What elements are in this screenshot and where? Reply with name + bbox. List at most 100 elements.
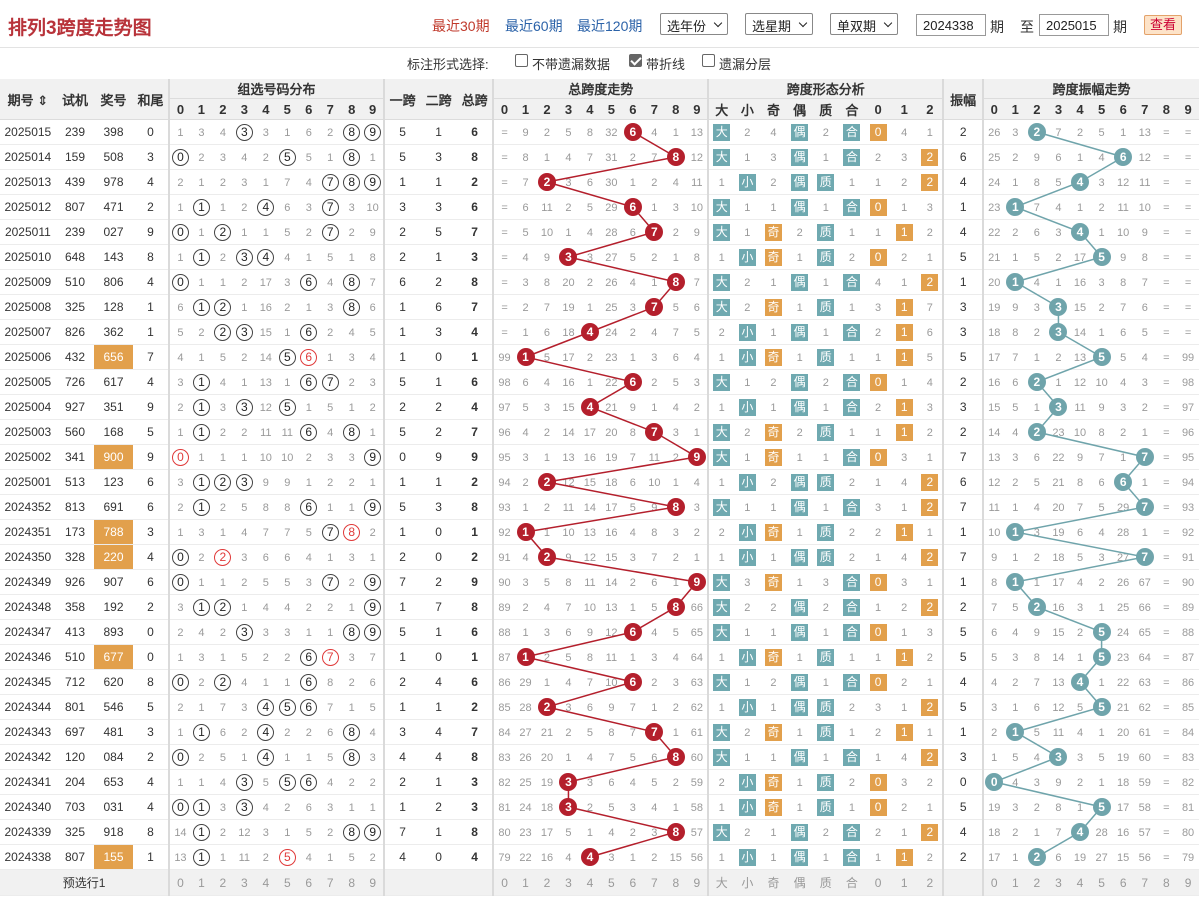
form-omit: 1 (718, 852, 725, 864)
form-cell: 小 (734, 844, 761, 870)
dist-cell: 9 (362, 619, 384, 645)
end-issue-input[interactable]: 2025015 (1039, 14, 1109, 36)
preselect-span[interactable]: 4 (579, 869, 601, 896)
preselect-span[interactable]: 9 (686, 869, 709, 896)
weekday-select[interactable]: 选星期 (745, 13, 813, 35)
swing-cell: 2 (1026, 844, 1048, 870)
span-omit: 11 (584, 577, 596, 589)
span-cell: 4 (622, 269, 644, 295)
form-header: 2 (917, 98, 944, 120)
swing-cell: 2 (1004, 144, 1027, 170)
preselect-form[interactable]: 小 (734, 869, 761, 896)
preselect-span[interactable]: 3 (557, 869, 580, 896)
preselect-span[interactable]: 2 (536, 869, 558, 896)
preselect-swing[interactable]: 9 (1177, 869, 1199, 896)
recent-60-link[interactable]: 最近60期 (505, 18, 563, 34)
swing-cell: 9 (1026, 619, 1048, 645)
preselect-dist[interactable]: 5 (276, 869, 299, 896)
preselect-span[interactable]: 5 (600, 869, 623, 896)
preselect-span[interactable]: 0 (492, 869, 515, 896)
preselect-dist[interactable]: 7 (319, 869, 341, 896)
preselect-dist[interactable]: 2 (212, 869, 234, 896)
preselect-form[interactable]: 大 (707, 869, 735, 896)
dist-cell: 11 (276, 419, 299, 445)
preselect-swing[interactable]: 5 (1090, 869, 1113, 896)
preselect-dist[interactable]: 6 (298, 869, 320, 896)
preselect-form[interactable]: 质 (812, 869, 839, 896)
dist-cell: 5 (255, 769, 277, 795)
preselect-swing[interactable]: 1 (1004, 869, 1027, 896)
preselect-dist[interactable]: 3 (233, 869, 256, 896)
form-cell: 1 (786, 444, 813, 470)
form-omit: 2 (901, 252, 908, 264)
swing-omit: 2 (1076, 627, 1084, 639)
no-omission-checkbox[interactable] (515, 54, 528, 67)
start-issue-input[interactable]: 2024338 (916, 14, 986, 36)
preselect-swing[interactable]: 3 (1047, 869, 1070, 896)
form-mark: 偶 (791, 198, 809, 216)
preselect-swing[interactable]: 7 (1133, 869, 1156, 896)
preselect-form[interactable]: 合 (838, 869, 865, 896)
col-issue[interactable]: 期号 ⇕ (0, 79, 56, 120)
polyline-checkbox[interactable] (629, 54, 642, 67)
recent-120-link[interactable]: 最近120期 (577, 18, 643, 34)
span-omit: 13 (583, 527, 597, 539)
preselect-span[interactable]: 8 (665, 869, 687, 896)
dist-cell: 2 (212, 219, 234, 245)
polyline-label[interactable]: 带折线 (646, 57, 686, 72)
preselect-dist[interactable]: 9 (362, 869, 384, 896)
preselect-form[interactable]: 1 (891, 869, 918, 896)
preselect-swing[interactable]: 0 (981, 869, 1005, 896)
preselect-dist[interactable]: 0 (168, 869, 191, 896)
preselect-form[interactable]: 0 (864, 869, 892, 896)
recent-30-link[interactable]: 最近30期 (432, 18, 490, 34)
preselect-form[interactable]: 偶 (786, 869, 813, 896)
layer-checkbox[interactable] (702, 54, 715, 67)
dist-cell: 3 (255, 119, 277, 145)
odd-even-select[interactable]: 单双期 (830, 13, 898, 35)
preselect-dist[interactable]: 8 (340, 869, 363, 896)
swing-omit: 64 (1138, 652, 1151, 664)
dist-value: 4 (241, 677, 248, 689)
swing-omit: 11 (988, 502, 1000, 514)
form-omit: 2 (874, 527, 882, 539)
issue-cell: 2024344 (0, 694, 56, 720)
preselect-span[interactable]: 6 (622, 869, 644, 896)
year-select[interactable]: 选年份 (660, 13, 728, 35)
span-cell: 1 (686, 544, 709, 570)
swing-cell: 18 (1047, 544, 1070, 570)
swing-cell: 1 (1047, 269, 1070, 295)
layer-label[interactable]: 遗漏分层 (719, 57, 772, 72)
preselect-blank (942, 869, 983, 896)
tail-cell: 3 (132, 719, 170, 745)
form-cell: 2 (786, 219, 813, 245)
preselect-swing[interactable]: 6 (1112, 869, 1134, 896)
dist-value: 6 (300, 648, 318, 666)
preselect-span[interactable]: 7 (643, 869, 666, 896)
span-cell: 29 (600, 194, 623, 220)
preselect-dist[interactable]: 1 (190, 869, 213, 896)
swing-digit-header: 6 (1112, 98, 1134, 120)
preselect-form[interactable]: 奇 (760, 869, 787, 896)
preselect-dist[interactable]: 4 (255, 869, 277, 896)
form-mark: 偶 (791, 148, 809, 166)
swing-cell: 25 (1112, 594, 1134, 620)
preselect-form[interactable]: 2 (917, 869, 944, 896)
swing-omit: 4 (1141, 352, 1148, 364)
tail-cell: 5 (132, 419, 170, 445)
swing-omit: 1 (1055, 277, 1062, 289)
preselect-swing[interactable]: 8 (1155, 869, 1178, 896)
k1-cell: 1 (382, 519, 421, 545)
preselect-span[interactable]: 1 (514, 869, 537, 896)
preselect-swing[interactable]: 4 (1069, 869, 1091, 896)
swing-cell: = (1155, 594, 1178, 620)
form-omit: 2 (926, 427, 933, 439)
no-omission-label[interactable]: 不带遗漏数据 (532, 57, 611, 72)
dist-value: 17 (259, 277, 272, 289)
dist-value: 3 (327, 802, 334, 814)
swing-omit: 7 (1076, 502, 1084, 514)
dist-cell: 2 (168, 494, 191, 520)
preselect-swing[interactable]: 2 (1026, 869, 1048, 896)
query-button[interactable]: 查看 (1144, 15, 1182, 35)
form-cell: 1 (734, 219, 761, 245)
